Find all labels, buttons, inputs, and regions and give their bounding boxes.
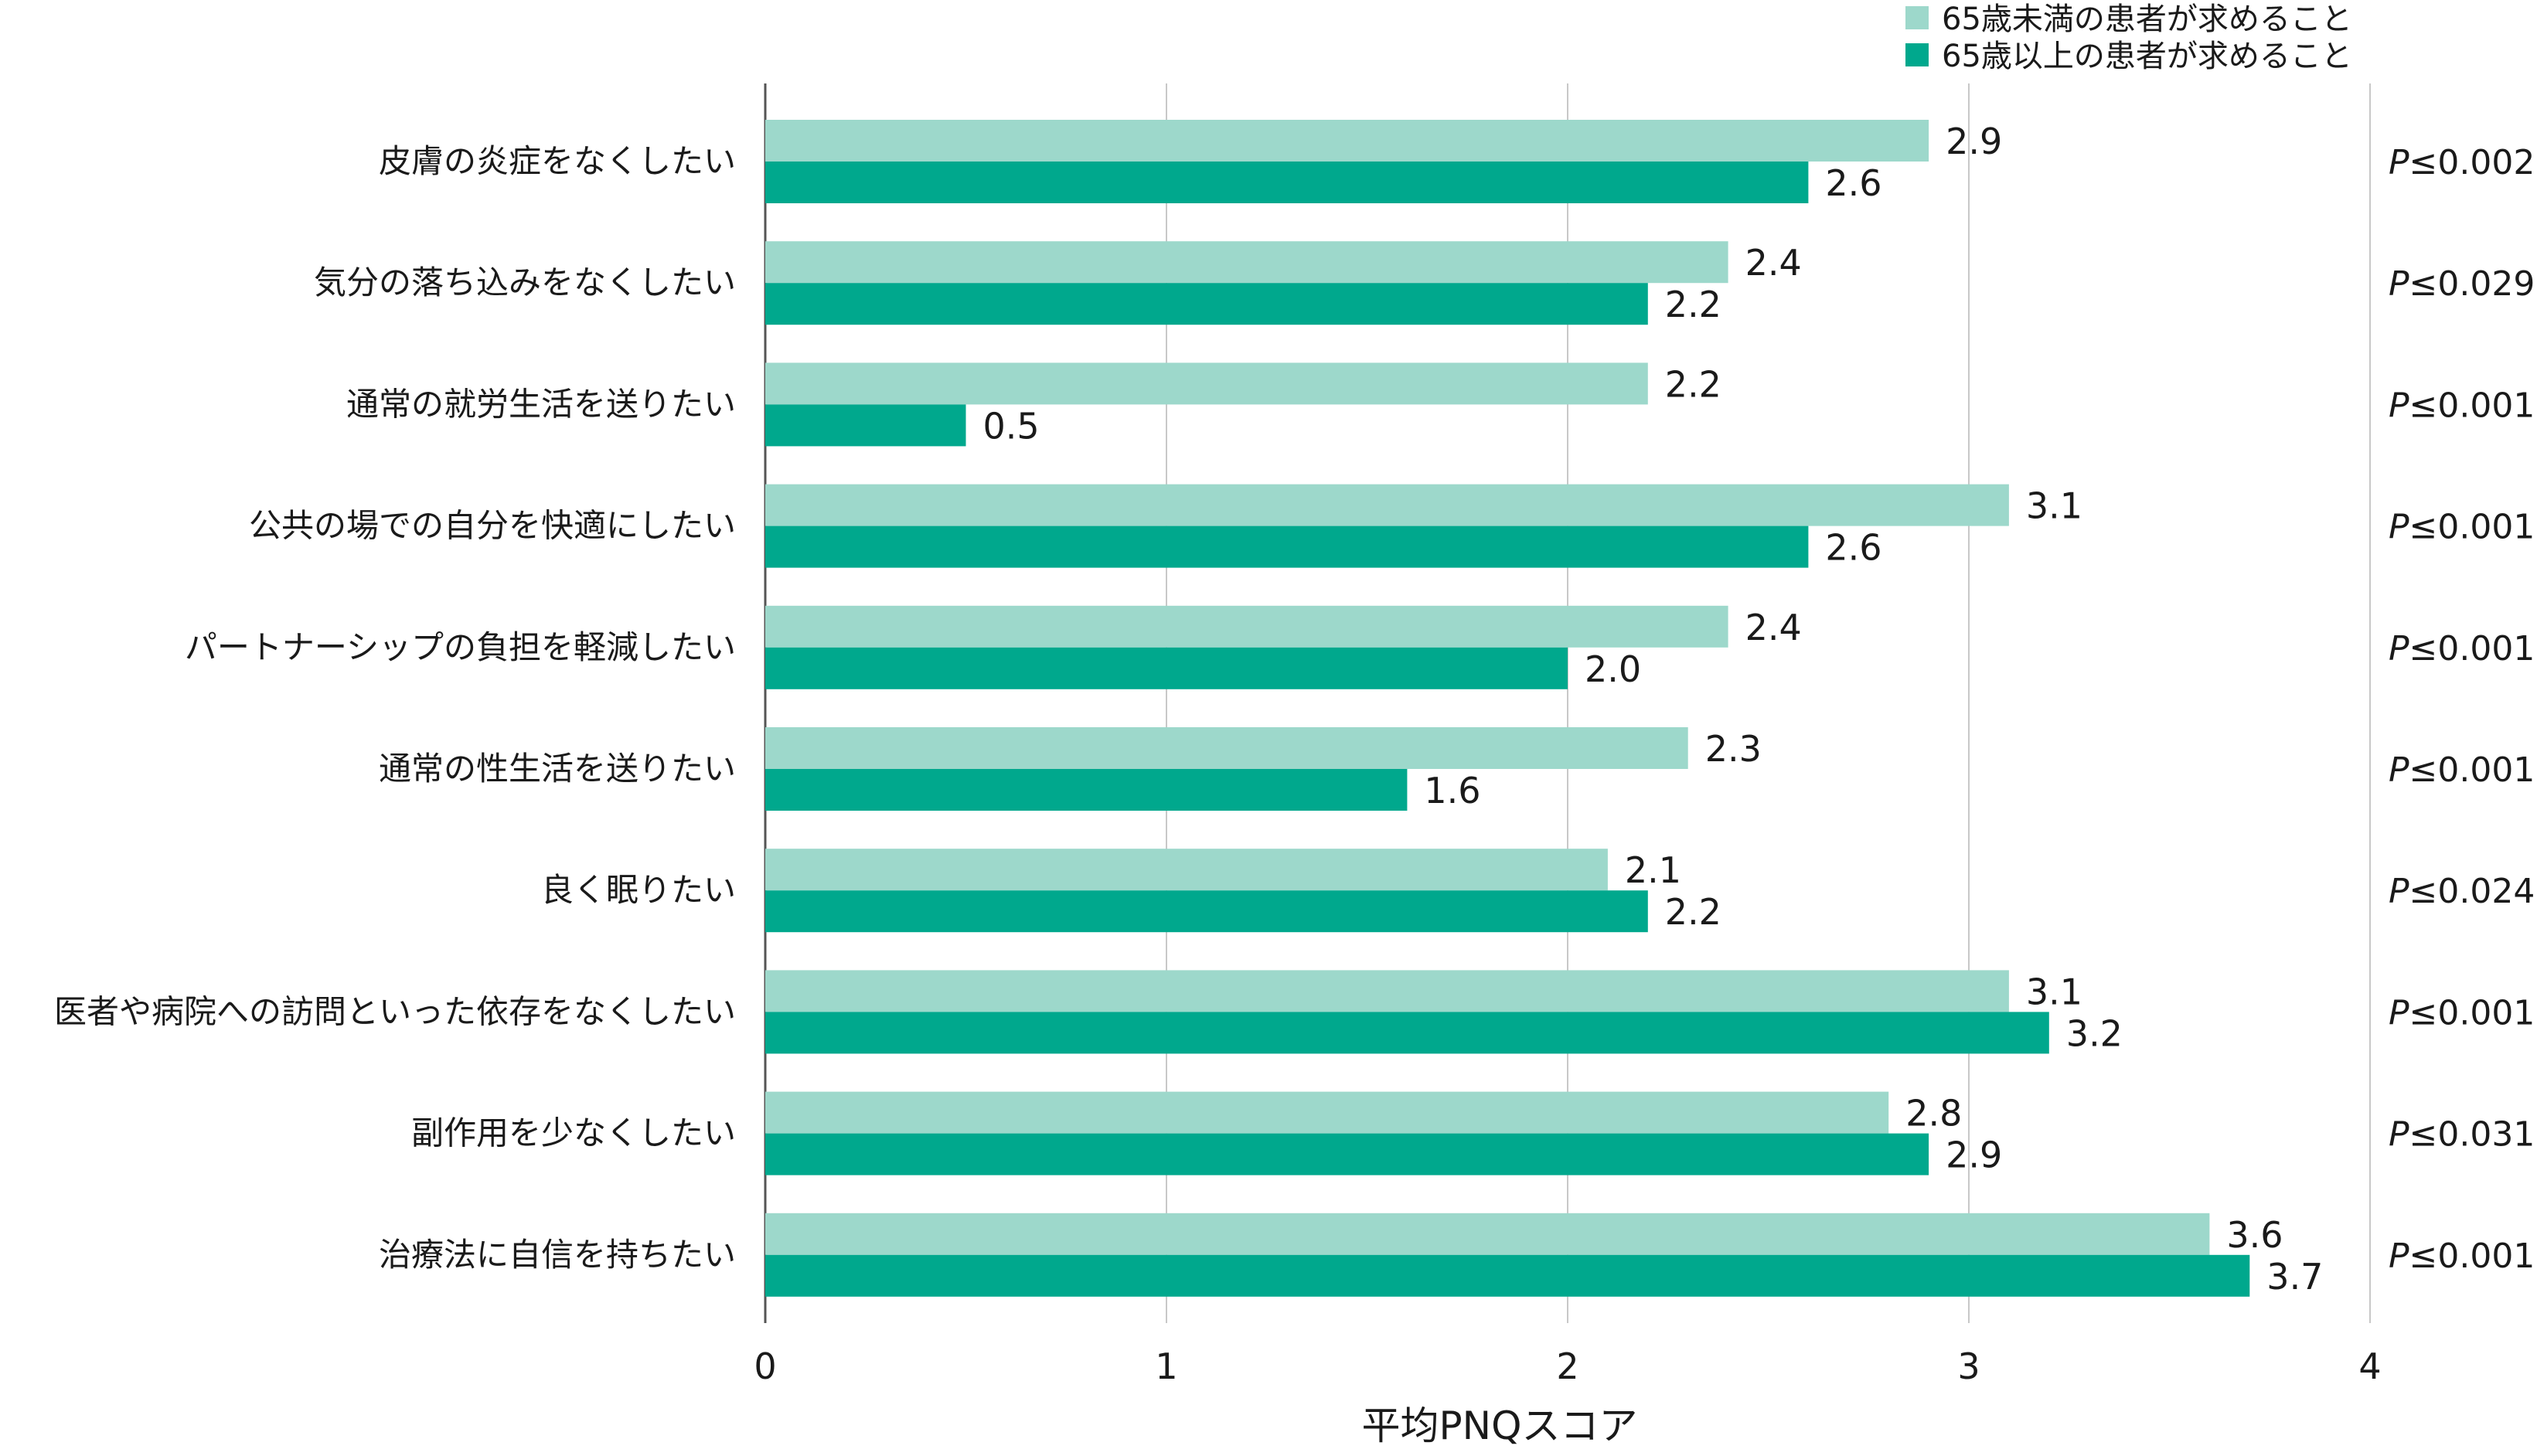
value-label-over65: 2.9 [1946,1135,2002,1176]
category-label: 副作用を少なくしたい [411,1114,736,1152]
bar-over65 [765,1133,1929,1175]
p-value-label: P≤0.024 [2389,872,2535,911]
bar-over65 [765,526,1809,568]
value-label-under65: 2.3 [1705,728,1762,770]
category-labels: 皮膚の炎症をなくしたい気分の落ち込みをなくしたい通常の就労生活を送りたい公共の場… [54,142,736,1274]
bar-over65 [765,404,966,447]
bar-over65 [765,647,1568,689]
x-tick-label: 0 [754,1345,776,1387]
p-value-labels: P≤0.002 P≤0.029 P≤0.001 P≤0.001 P≤0.001 P≤0.0… [2389,143,2535,1276]
legend-swatch-under65 [1905,6,1929,29]
p-value-label: P≤0.002 [2389,143,2535,182]
bar-over65 [765,283,1648,325]
bar-under65 [765,605,1728,648]
value-label-under65: 3.1 [2026,485,2082,527]
value-labels: 2.92.62.42.22.20.53.12.62.42.02.31.62.12… [983,121,2324,1298]
bar-under65 [765,849,1608,891]
bar-under65 [765,484,2009,526]
p-value-label: P≤0.001 [2389,750,2535,790]
bar-under65 [765,970,2009,1012]
bar-over65 [765,162,1809,203]
value-label-over65: 1.6 [1424,770,1480,811]
bar-over65 [765,769,1408,811]
bar-under65 [765,727,1688,769]
category-label: 皮膚の炎症をなくしたい [379,142,736,180]
p-value-label: P≤0.001 [2389,629,2535,668]
category-label: 気分の落ち込みをなくしたい [314,264,736,301]
legend: 65歳未満の患者が求めること 65歳以上の患者が求めること [1905,2,2352,74]
legend-swatch-over65 [1905,43,1929,66]
value-label-over65: 0.5 [983,405,1040,447]
value-label-under65: 2.4 [1745,607,1802,648]
value-label-under65: 2.4 [1745,242,1802,284]
bars [765,120,2250,1297]
bar-under65 [765,241,1728,284]
value-label-under65: 3.1 [2026,971,2082,1012]
category-label: 医者や病院への訪問といった依存をなくしたい [54,992,736,1030]
p-value-label: P≤0.001 [2389,1237,2535,1276]
x-tick-label: 4 [2358,1345,2381,1387]
x-tick-label: 2 [1556,1345,1578,1387]
value-label-under65: 3.6 [2226,1214,2283,1256]
x-tick-label: 1 [1155,1345,1177,1387]
value-label-over65: 2.6 [1825,527,1881,569]
bar-under65 [765,1091,1889,1134]
category-label: パートナーシップの負担を軽減したい [185,628,736,666]
bar-under65 [765,120,1929,162]
value-label-over65: 2.2 [1665,284,1721,325]
category-label: 通常の性生活を送りたい [379,750,736,788]
value-label-over65: 2.2 [1665,891,1721,933]
category-label: 通常の就労生活を送りたい [346,385,736,423]
value-label-over65: 2.0 [1585,648,1641,690]
value-label-over65: 3.7 [2266,1256,2323,1298]
p-value-label: P≤0.001 [2389,508,2535,547]
value-label-under65: 2.1 [1625,849,1681,891]
bar-over65 [765,890,1648,933]
value-label-under65: 2.8 [1905,1093,1962,1135]
x-tick-label: 3 [1957,1345,1980,1387]
category-label: 公共の場での自分を快適にしたい [249,507,736,545]
value-label-over65: 2.6 [1825,162,1881,204]
bar-over65 [765,1012,2049,1054]
legend-label-under65: 65歳未満の患者が求めること [1942,2,2352,37]
bar-under65 [765,362,1648,405]
value-label-under65: 2.9 [1946,121,2002,162]
p-value-label: P≤0.001 [2389,386,2535,425]
bar-under65 [765,1213,2210,1255]
p-value-label: P≤0.001 [2389,993,2535,1032]
legend-label-over65: 65歳以上の患者が求めること [1942,39,2352,74]
p-value-label: P≤0.029 [2389,264,2535,304]
p-value-label: P≤0.031 [2389,1115,2535,1155]
x-axis-title: 平均PNQスコア [1362,1403,1638,1448]
category-label: 良く眠りたい [541,871,736,909]
category-label: 治療法に自信を持ちたい [379,1236,736,1274]
value-label-under65: 2.2 [1665,363,1721,405]
value-label-over65: 3.2 [2066,1012,2123,1054]
x-tick-labels: 0 1 2 3 4 [754,1345,2381,1387]
bar-over65 [765,1254,2250,1297]
